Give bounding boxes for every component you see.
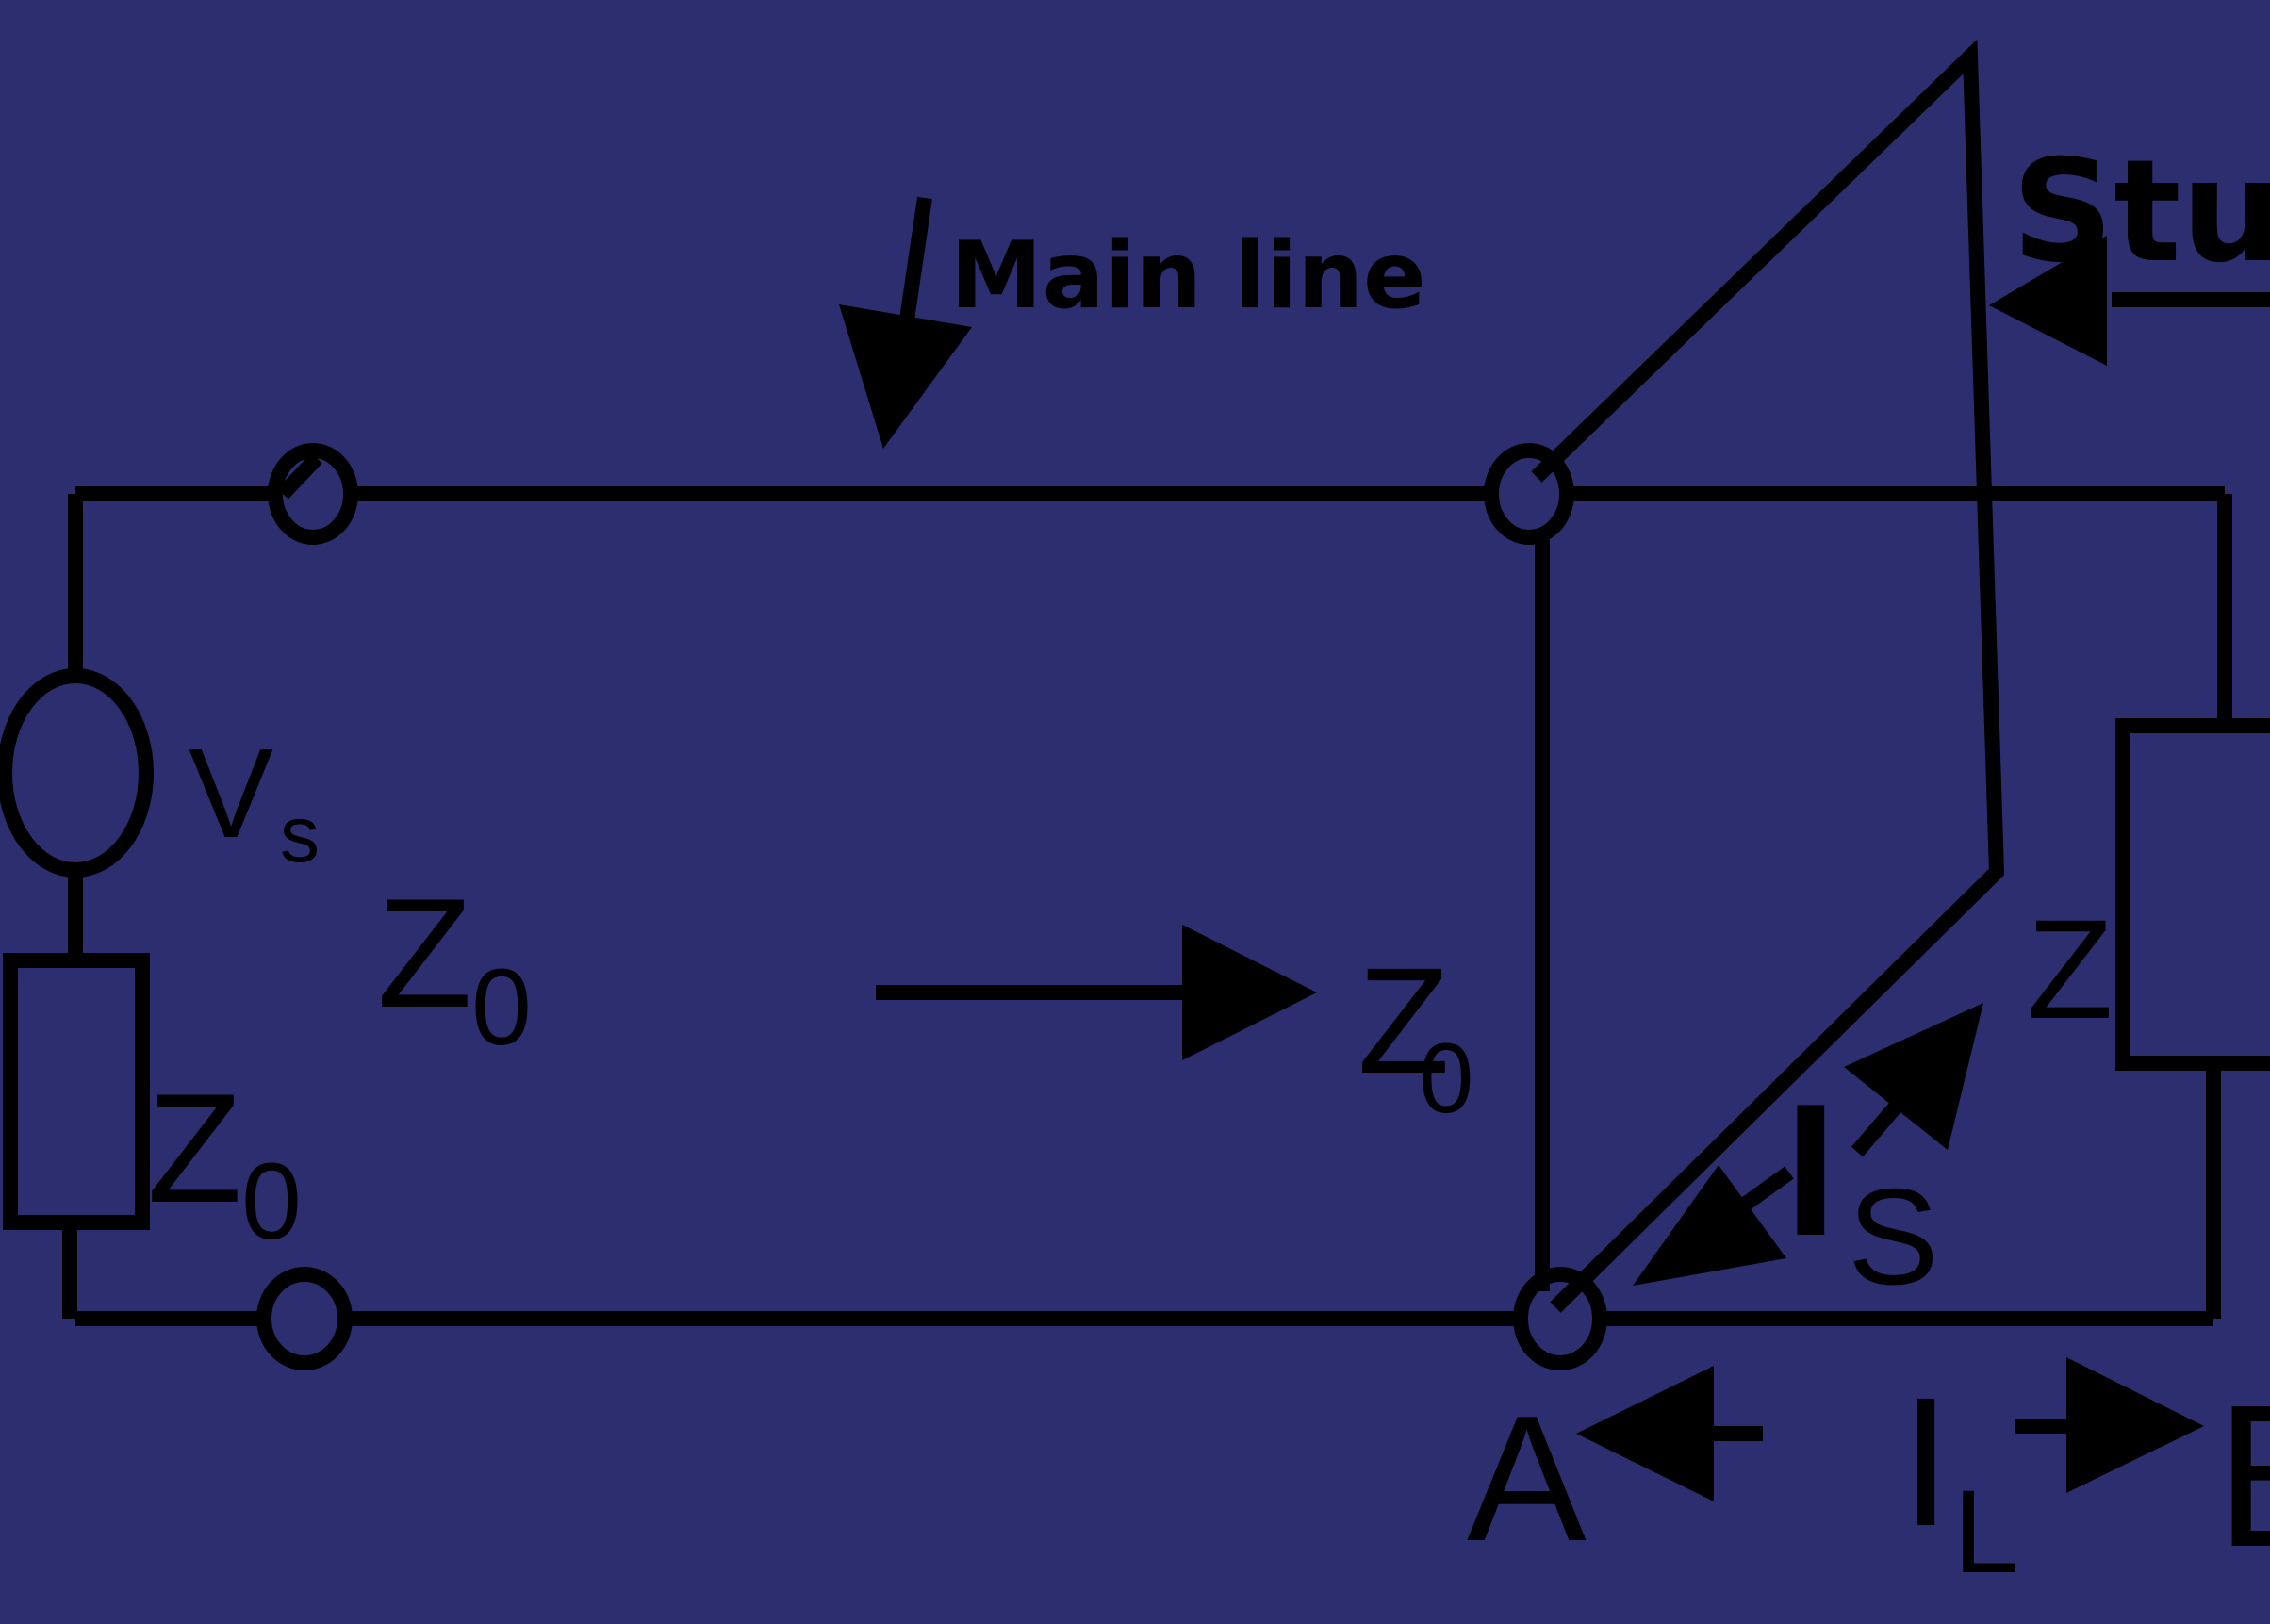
impedance-direction-arrow (876, 925, 1317, 1060)
terminal-junction-top (1484, 443, 1574, 545)
source-impedance-label: Z 0 (147, 1061, 302, 1262)
terminal-source-top (268, 443, 358, 545)
svg-text:L: L (1953, 1467, 2019, 1598)
stub-current-arrow-up (1844, 1003, 1983, 1157)
svg-text:Z: Z (377, 866, 472, 1040)
line-impedance-label: Z 0 (377, 866, 532, 1068)
svg-text:I: I (1900, 1359, 1951, 1565)
voltage-source (0, 668, 154, 878)
svg-text:Z: Z (147, 1061, 242, 1235)
looking-impedance-label: Z 0 (1357, 936, 1473, 1134)
svg-text:0: 0 (1419, 1024, 1473, 1134)
load-impedance-label: Z (2027, 890, 2114, 1048)
terminal-source-bottom (256, 1267, 353, 1370)
stub-current-label: I S (1785, 1065, 1939, 1313)
svg-text:S: S (1848, 1160, 1939, 1313)
source-branch-wires (62, 494, 83, 1319)
load-current-arrow (2015, 1357, 2204, 1493)
svg-text:I: I (1785, 1065, 1837, 1275)
svg-text:V: V (189, 722, 273, 864)
stub-pointer-arrow (1989, 236, 2270, 366)
load-current-label: I L (1900, 1359, 2019, 1598)
source-voltage-label: V s (189, 722, 320, 878)
main-line-pointer-arrow (839, 196, 972, 449)
node-b-label: B (2215, 1362, 2270, 1589)
stub-current-arrow-down (1633, 1165, 1794, 1286)
svg-text:0: 0 (241, 1141, 302, 1262)
main-line-label: Main line (950, 222, 1426, 330)
load-impedance-resistor (2115, 718, 2270, 1071)
terminal-node-a (1513, 1267, 1607, 1370)
stub-label: Stub (2012, 130, 2270, 294)
svg-text:Z: Z (1357, 936, 1450, 1105)
source-impedance-resistor (3, 953, 150, 1230)
load-branch-wires (2206, 494, 2232, 1319)
node-a-arrow (1576, 1366, 1763, 1501)
svg-text:0: 0 (471, 947, 532, 1068)
svg-text:s: s (280, 790, 320, 878)
node-a-label: A (1467, 1379, 1587, 1579)
stub-line (1531, 39, 2005, 1313)
